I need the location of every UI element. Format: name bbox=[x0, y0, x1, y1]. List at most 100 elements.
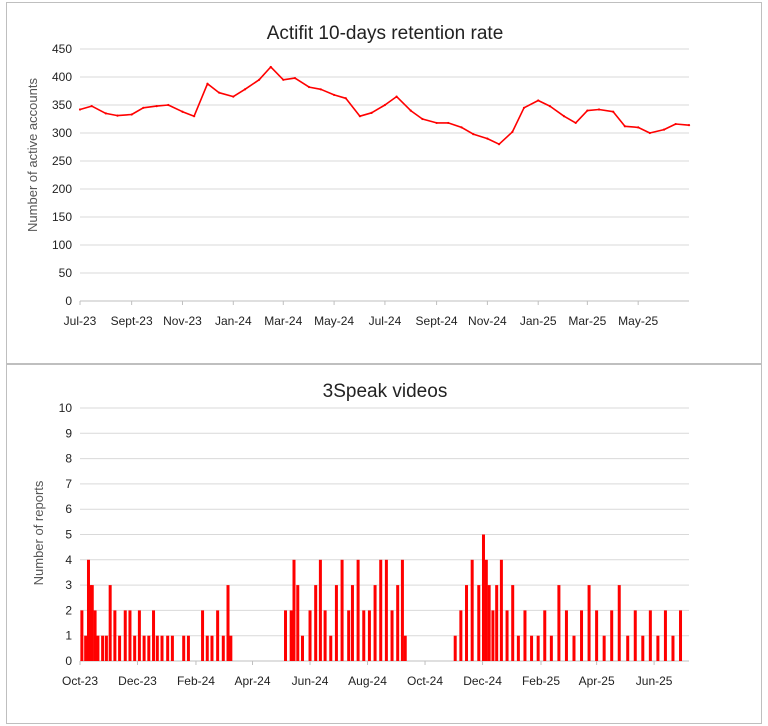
data-point bbox=[522, 106, 526, 109]
y-tick-label: 6 bbox=[65, 502, 72, 516]
chart-title: 3Speak videos bbox=[323, 381, 448, 402]
y-tick-label: 350 bbox=[52, 98, 72, 112]
data-point bbox=[486, 137, 489, 140]
y-tick-label: 4 bbox=[65, 553, 72, 567]
data-point bbox=[243, 88, 247, 91]
bar bbox=[88, 585, 92, 661]
data-point bbox=[383, 103, 387, 107]
data-point bbox=[293, 77, 297, 80]
x-tick-label: Sept-23 bbox=[111, 314, 153, 328]
bar bbox=[323, 610, 327, 661]
bar bbox=[334, 585, 338, 661]
bar bbox=[296, 585, 300, 661]
data-point bbox=[460, 126, 463, 129]
data-point bbox=[232, 95, 235, 98]
bar bbox=[626, 635, 630, 661]
bar bbox=[587, 585, 591, 661]
bar bbox=[147, 635, 151, 661]
x-tick-label: May-24 bbox=[314, 314, 354, 328]
data-point bbox=[548, 105, 551, 108]
bar bbox=[602, 635, 606, 661]
retention-chart-panel: Actifit 10-days retention rate Number of… bbox=[6, 2, 762, 364]
data-point bbox=[308, 85, 311, 89]
data-point bbox=[395, 95, 398, 98]
x-tick-label: Mar-24 bbox=[264, 314, 302, 328]
x-tick-label: Feb-24 bbox=[177, 674, 215, 688]
bar bbox=[166, 635, 170, 661]
bar bbox=[633, 610, 637, 661]
bar bbox=[210, 635, 214, 661]
y-tick-label: 7 bbox=[65, 477, 72, 491]
bar bbox=[90, 585, 94, 661]
x-tick-label: Jan-24 bbox=[215, 314, 252, 328]
bar bbox=[470, 559, 474, 661]
bar bbox=[453, 635, 457, 661]
bar bbox=[403, 635, 407, 661]
data-point bbox=[104, 112, 107, 115]
bar bbox=[292, 559, 296, 661]
y-tick-label: 450 bbox=[52, 42, 72, 56]
bar bbox=[656, 635, 660, 661]
bar bbox=[216, 610, 220, 661]
bar bbox=[572, 635, 576, 661]
bar bbox=[182, 635, 186, 661]
x-tick-label: Jun-24 bbox=[292, 674, 329, 688]
bar bbox=[318, 559, 322, 661]
bar bbox=[564, 610, 568, 661]
bar bbox=[226, 585, 230, 661]
bar bbox=[663, 610, 667, 661]
data-point bbox=[344, 97, 347, 100]
bar bbox=[505, 610, 509, 661]
bar bbox=[396, 585, 400, 661]
data-point bbox=[332, 93, 336, 97]
bar bbox=[80, 610, 84, 661]
bar bbox=[557, 585, 561, 661]
bar bbox=[549, 635, 553, 661]
y-tick-label: 300 bbox=[52, 126, 72, 140]
bar bbox=[221, 635, 225, 661]
bar bbox=[229, 635, 233, 661]
bar bbox=[487, 585, 491, 661]
y-tick-label: 9 bbox=[65, 426, 72, 440]
x-tick-label: Apr-24 bbox=[235, 674, 271, 688]
data-point bbox=[511, 130, 514, 133]
data-point bbox=[90, 105, 93, 108]
bar bbox=[289, 610, 293, 661]
bar bbox=[123, 610, 127, 661]
data-point bbox=[562, 115, 566, 118]
data-point bbox=[130, 113, 133, 116]
bar bbox=[595, 610, 599, 661]
data-point bbox=[537, 99, 540, 102]
data-point bbox=[218, 91, 221, 94]
bar bbox=[84, 635, 88, 661]
bar bbox=[481, 534, 485, 661]
retention-line-chart: Actifit 10-days retention rate Number of… bbox=[25, 23, 691, 328]
bar bbox=[314, 585, 318, 661]
x-tick-label: Nov-23 bbox=[163, 314, 202, 328]
data-point bbox=[586, 109, 589, 112]
reports-chart-panel: 3Speak videos Number of reports 0 1 2 3 4 5 6 7… bbox=[6, 364, 762, 724]
bar bbox=[205, 635, 209, 661]
x-tick-label: Dec-24 bbox=[463, 674, 502, 688]
bar bbox=[201, 610, 205, 661]
y-axis-label: Number of active accounts bbox=[25, 78, 40, 232]
x-tick-label: Dec-23 bbox=[118, 674, 157, 688]
data-point bbox=[269, 65, 272, 69]
y-tick-label: 400 bbox=[52, 70, 72, 84]
data-point bbox=[497, 143, 501, 146]
x-tick-label: Sept-24 bbox=[416, 314, 458, 328]
bar bbox=[347, 610, 351, 661]
y-tick-label: 2 bbox=[65, 603, 72, 617]
data-point bbox=[623, 125, 626, 128]
bar bbox=[543, 610, 547, 661]
data-point bbox=[319, 88, 322, 91]
bar bbox=[465, 585, 469, 661]
bar bbox=[530, 635, 534, 661]
bar bbox=[648, 610, 652, 661]
bar bbox=[142, 635, 146, 661]
x-tick-label: Feb-25 bbox=[522, 674, 560, 688]
x-tick-label: Apr-25 bbox=[579, 674, 615, 688]
bar bbox=[86, 559, 90, 661]
bar bbox=[459, 610, 463, 661]
data-point bbox=[447, 121, 450, 125]
